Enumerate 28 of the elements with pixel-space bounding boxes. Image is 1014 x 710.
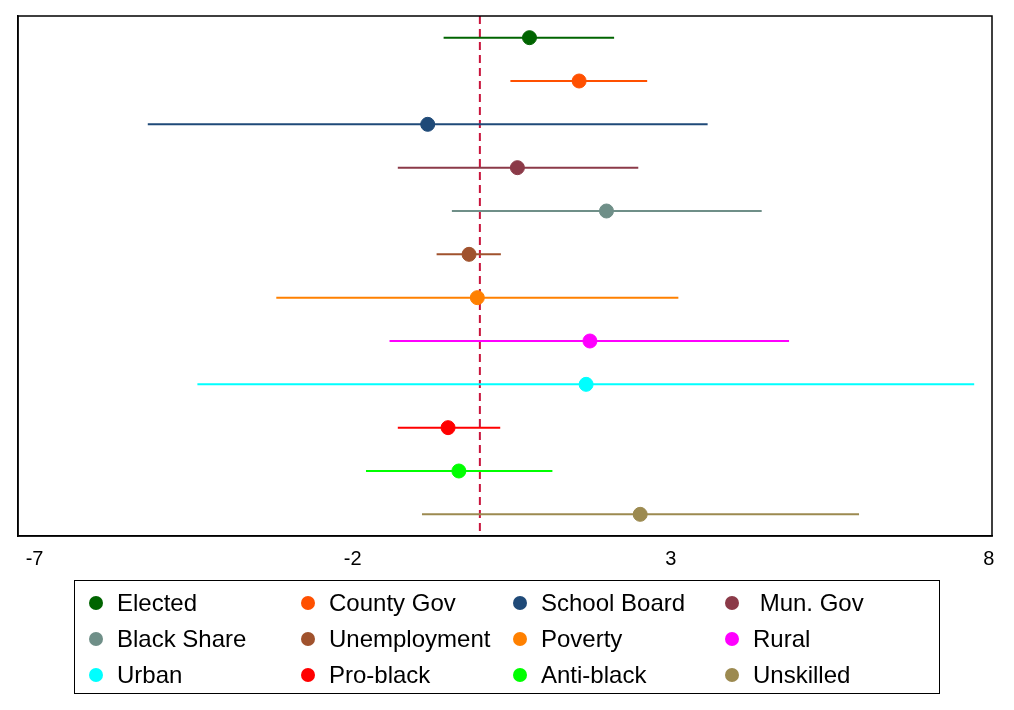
- point: [440, 420, 456, 436]
- x-tick-label: -7: [25, 546, 44, 569]
- point: [582, 333, 598, 349]
- point: [469, 290, 485, 306]
- legend-label: School Board: [541, 589, 686, 617]
- point: [509, 160, 525, 176]
- legend-label: Unemployment: [329, 625, 491, 653]
- point: [632, 506, 648, 522]
- legend-label: Pro-black: [329, 661, 431, 689]
- point: [578, 376, 594, 392]
- legend-label: Black Share: [117, 625, 247, 653]
- point: [420, 116, 436, 132]
- legend-label: Mun. Gov: [758, 589, 864, 617]
- legend-label: Urban: [117, 661, 183, 689]
- x-tick-label: 3: [665, 546, 677, 569]
- point: [521, 30, 537, 46]
- legend-label: Unskilled: [753, 661, 851, 689]
- legend-label: Elected: [117, 589, 198, 617]
- point: [598, 203, 614, 219]
- legend-label: Poverty: [541, 625, 623, 653]
- legend-label: County Gov: [329, 589, 456, 617]
- point: [571, 73, 587, 89]
- legend-label: Anti-black: [541, 661, 647, 689]
- point: [451, 463, 467, 479]
- x-tick-label: 8: [983, 546, 995, 569]
- legend-label: Rural: [753, 625, 811, 653]
- x-tick-label: -2: [343, 546, 362, 569]
- point: [461, 246, 477, 262]
